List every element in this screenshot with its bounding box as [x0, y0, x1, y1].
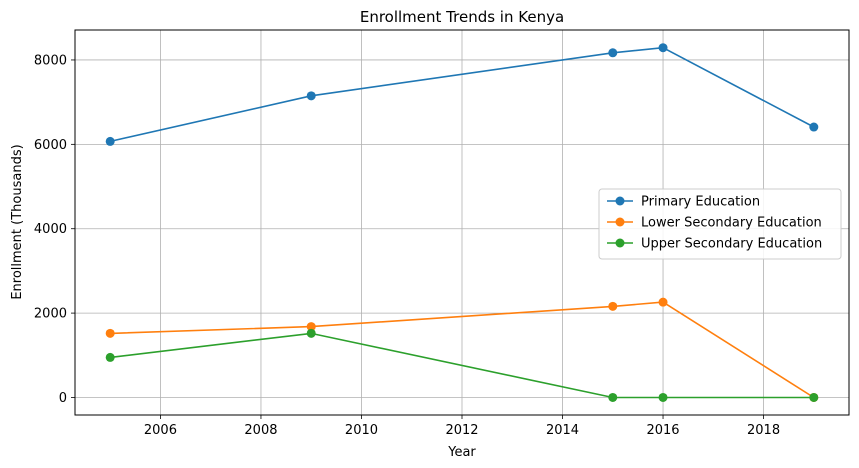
legend-marker	[615, 217, 625, 227]
x-tick-label: 2014	[546, 423, 579, 438]
data-point	[105, 328, 115, 338]
chart-title: Enrollment Trends in Kenya	[360, 8, 564, 26]
y-tick-label: 8000	[34, 53, 67, 68]
data-point	[608, 48, 618, 58]
y-tick-label: 0	[59, 391, 67, 406]
data-point	[608, 392, 618, 402]
x-tick-label: 2018	[747, 423, 780, 438]
data-point	[306, 322, 316, 332]
data-point	[608, 301, 618, 311]
legend-marker	[615, 238, 625, 248]
data-point	[658, 392, 668, 402]
legend-item: Primary Education	[607, 195, 760, 210]
data-point	[809, 392, 819, 402]
legend-label: Lower Secondary Education	[641, 216, 822, 231]
data-point	[105, 136, 115, 146]
y-axis: 0 2000 4000 6000 8000	[34, 53, 75, 406]
series-layer	[105, 43, 819, 402]
series-1	[105, 43, 819, 146]
x-tick-label: 2008	[244, 423, 277, 438]
legend-marker	[615, 196, 625, 206]
legend: Primary Education Lower Secondary Educati…	[598, 188, 842, 260]
x-tick-label: 2010	[345, 423, 378, 438]
y-tick-label: 4000	[34, 222, 67, 237]
legend-box	[598, 188, 842, 260]
y-tick-label: 2000	[34, 307, 67, 322]
data-point	[809, 122, 819, 132]
legend-label: Upper Secondary Education	[641, 237, 822, 252]
data-point	[306, 91, 316, 101]
legend-label: Primary Education	[641, 195, 760, 210]
y-tick-label: 6000	[34, 138, 67, 153]
x-tick-label: 2012	[445, 423, 478, 438]
data-point	[105, 352, 115, 362]
x-tick-label: 2016	[646, 423, 679, 438]
data-point	[658, 297, 668, 307]
y-axis-title: Enrollment (Thousands)	[10, 144, 25, 299]
data-point	[658, 43, 668, 53]
x-tick-label: 2006	[144, 423, 177, 438]
series-3	[105, 328, 819, 402]
x-axis-title: Year	[447, 445, 476, 460]
legend-item: Upper Secondary Education	[607, 237, 822, 252]
data-point	[306, 328, 316, 338]
legend-item: Lower Secondary Education	[607, 216, 822, 231]
x-axis: 2006 2008 2010 2012 2014 2016 2018	[144, 415, 780, 438]
